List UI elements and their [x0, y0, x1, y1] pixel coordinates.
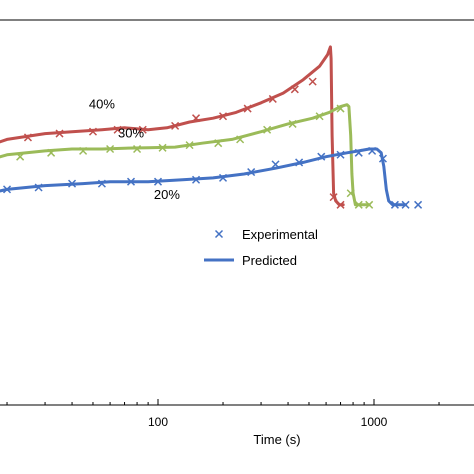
experimental-point [354, 148, 363, 157]
experimental-point [185, 141, 194, 150]
predicted-lines [0, 45, 408, 207]
series-label: 20% [154, 187, 180, 202]
experimental-point [368, 146, 377, 155]
experimental-point [315, 112, 324, 121]
predicted-line-20pct [0, 147, 408, 207]
experimental-point [23, 133, 32, 142]
experimental-point [263, 125, 272, 134]
experimental-point [113, 125, 122, 134]
legend-experimental-marker [214, 229, 224, 239]
experimental-point [218, 173, 228, 182]
experimental-point [288, 119, 297, 128]
experimental-point [79, 146, 88, 155]
experimental-point [401, 200, 410, 209]
experimental-point [126, 177, 136, 186]
experimental-point [414, 200, 423, 209]
experimental-point [97, 179, 106, 188]
experimental-point [346, 189, 355, 198]
experimental-point [68, 179, 77, 188]
experimental-point [171, 121, 180, 130]
x-tick-label: 100 [148, 415, 168, 429]
series-labels: 40%30% 20% [89, 97, 180, 202]
experimental-point [106, 144, 115, 154]
experimental-point [336, 150, 345, 159]
x-tick-label: 1000 [361, 415, 388, 429]
experimental-point [268, 94, 277, 103]
experimental-point [2, 185, 12, 194]
legend-x-marker [214, 229, 224, 239]
experimental-point [329, 193, 338, 202]
experimental-point [214, 139, 223, 148]
experimental-point [133, 144, 142, 154]
experimental-point [88, 127, 98, 136]
experimental-point [47, 148, 56, 157]
experimental-point [218, 112, 228, 121]
experimental-point [295, 158, 304, 167]
experimental-point [390, 200, 399, 209]
x-axis-title: Time (s) [253, 432, 300, 447]
predicted-line-30pct [0, 103, 371, 207]
experimental-point [192, 175, 201, 184]
experimental-point [153, 177, 163, 186]
experimental-point [317, 152, 326, 161]
legend: Experimental Predicted [204, 227, 318, 268]
legend-predicted-label: Predicted [242, 253, 297, 268]
experimental-point [365, 200, 374, 209]
experimental-point [192, 114, 201, 123]
experimental-point [354, 200, 363, 209]
legend-experimental-label: Experimental [242, 227, 318, 242]
series-label: 30% [118, 125, 144, 140]
experimental-point [236, 135, 245, 144]
x-axis-ticks: 100 1000 [6, 399, 440, 429]
experimental-point [308, 77, 317, 86]
experimental-markers [2, 77, 423, 209]
experimental-point [16, 152, 25, 161]
experimental-point [378, 154, 387, 163]
experimental-point [271, 160, 280, 169]
experimental-point [55, 129, 64, 138]
experimental-point [247, 168, 256, 177]
experimental-point [34, 183, 43, 192]
experimental-point [336, 104, 345, 113]
experimental-point [158, 143, 167, 152]
experimental-point [243, 104, 252, 113]
plot-area-frame [0, 19, 474, 406]
experimental-point [290, 85, 299, 94]
experimental-point [336, 200, 345, 209]
experimental-point [138, 125, 147, 134]
series-label: 40% [89, 97, 115, 112]
